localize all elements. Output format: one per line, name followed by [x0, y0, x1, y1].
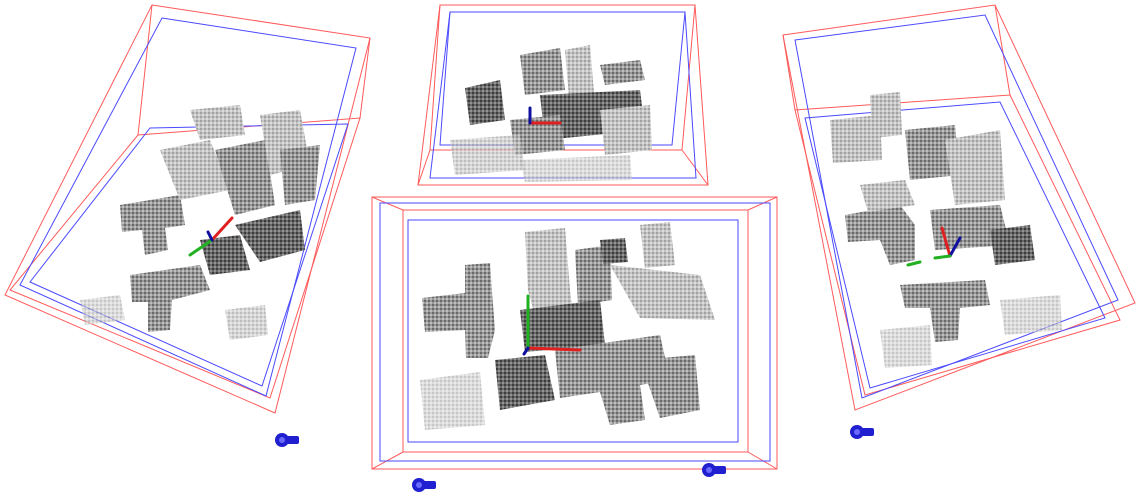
camera-marker-icon: [702, 463, 726, 477]
bounding-box-inner: [379, 202, 771, 462]
bounding-box-inner: [19, 17, 357, 397]
coordinate-axes: [906, 226, 962, 267]
bounding-box-inner: [794, 14, 1119, 399]
point-cloud-parts: [830, 92, 1062, 368]
camera-marker-icon: [850, 425, 874, 439]
camera-marker-icon: [412, 478, 436, 492]
coordinate-axes: [522, 294, 582, 356]
point-cloud-parts: [420, 222, 715, 430]
bounding-box-outer: [371, 196, 778, 470]
coordinate-axes: [188, 216, 234, 257]
coordinate-axes: [528, 106, 562, 125]
point-cloud-parts: [450, 45, 652, 182]
camera-marker-icon: [275, 433, 299, 447]
view-left: [4, 4, 371, 447]
bounding-box-outer: [4, 4, 371, 414]
view-top-center: [417, 4, 709, 186]
view-right: [782, 4, 1136, 439]
bounding-box-inner: [429, 11, 697, 179]
point-cloud-parts: [80, 105, 320, 340]
bounding-box-outer: [782, 4, 1136, 411]
view-bottom-center: [371, 196, 778, 492]
